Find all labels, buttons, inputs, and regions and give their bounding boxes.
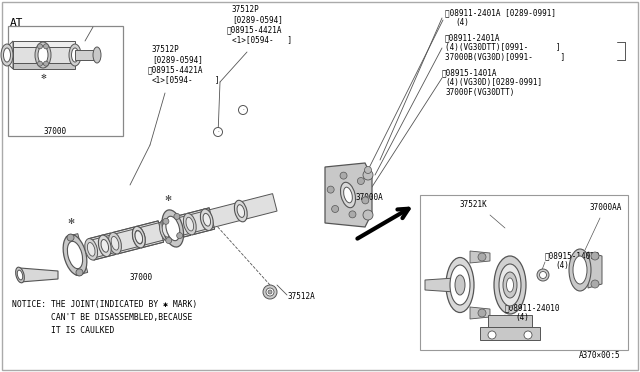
Ellipse shape <box>69 44 81 66</box>
Circle shape <box>478 253 486 261</box>
Ellipse shape <box>569 249 591 291</box>
Circle shape <box>214 128 223 137</box>
Ellipse shape <box>573 256 587 284</box>
Circle shape <box>540 272 547 279</box>
Polygon shape <box>325 163 372 227</box>
Circle shape <box>591 252 599 260</box>
Text: 37000: 37000 <box>44 127 67 136</box>
Text: (4): (4) <box>555 261 569 270</box>
Text: (4)(VG30DTT)[0991-      ]: (4)(VG30DTT)[0991- ] <box>445 43 561 52</box>
Circle shape <box>163 218 169 224</box>
Ellipse shape <box>455 275 465 295</box>
Polygon shape <box>66 234 80 244</box>
Text: ·: · <box>217 129 219 135</box>
Circle shape <box>268 290 272 294</box>
Ellipse shape <box>3 48 10 62</box>
Text: 37000A: 37000A <box>355 193 383 202</box>
Polygon shape <box>425 278 455 292</box>
Ellipse shape <box>234 200 247 222</box>
Ellipse shape <box>15 267 24 283</box>
Ellipse shape <box>101 240 109 252</box>
Ellipse shape <box>84 238 98 260</box>
Text: 37000: 37000 <box>130 273 153 282</box>
Polygon shape <box>112 227 140 254</box>
Ellipse shape <box>186 217 194 231</box>
Circle shape <box>524 331 532 339</box>
Ellipse shape <box>17 270 23 280</box>
Circle shape <box>363 210 373 220</box>
Ellipse shape <box>38 46 48 64</box>
Text: 37512P: 37512P <box>232 5 260 14</box>
Ellipse shape <box>135 231 143 244</box>
Ellipse shape <box>132 227 145 248</box>
Ellipse shape <box>63 234 87 276</box>
Text: 37000F(VG30DTT): 37000F(VG30DTT) <box>445 88 515 97</box>
Circle shape <box>44 44 49 49</box>
Circle shape <box>365 167 371 173</box>
Text: 37521K: 37521K <box>460 200 488 209</box>
Circle shape <box>174 214 180 219</box>
Circle shape <box>44 61 49 66</box>
Circle shape <box>332 205 339 212</box>
Text: NOTICE: THE JOINT(INDICATED BY ✱ MARK)
        CAN'T BE DISASSEMBLED,BECAUSE
   : NOTICE: THE JOINT(INDICATED BY ✱ MARK) C… <box>12 300 197 336</box>
Polygon shape <box>74 264 88 275</box>
Polygon shape <box>470 307 490 319</box>
Ellipse shape <box>506 278 513 292</box>
Text: ⓝ08911-24010: ⓝ08911-24010 <box>505 303 561 312</box>
Ellipse shape <box>162 223 170 237</box>
Ellipse shape <box>169 222 177 235</box>
Ellipse shape <box>132 227 145 248</box>
Circle shape <box>327 186 334 193</box>
Ellipse shape <box>200 209 213 231</box>
Text: <1>[0594-   ]: <1>[0594- ] <box>232 35 292 44</box>
Circle shape <box>537 269 549 281</box>
Polygon shape <box>480 327 540 340</box>
Circle shape <box>349 211 356 218</box>
Circle shape <box>67 234 74 241</box>
Ellipse shape <box>99 235 111 257</box>
Ellipse shape <box>494 256 526 314</box>
Polygon shape <box>136 221 164 248</box>
Circle shape <box>38 61 42 66</box>
Ellipse shape <box>72 48 79 62</box>
Ellipse shape <box>135 230 143 244</box>
Text: ⓝ08911-2401A: ⓝ08911-2401A <box>445 33 500 42</box>
Ellipse shape <box>35 42 51 68</box>
Polygon shape <box>13 47 75 63</box>
Text: ]: ] <box>215 75 220 84</box>
Ellipse shape <box>111 237 119 250</box>
Ellipse shape <box>1 44 13 66</box>
Circle shape <box>76 269 83 276</box>
Text: ⓝ08911-2401A [0289-0991]: ⓝ08911-2401A [0289-0991] <box>445 8 556 17</box>
Ellipse shape <box>67 241 83 269</box>
Ellipse shape <box>503 272 517 298</box>
Text: ⓜ08915-1401A: ⓜ08915-1401A <box>442 68 497 77</box>
Polygon shape <box>13 41 75 47</box>
Polygon shape <box>488 315 532 327</box>
Text: A370×00:5: A370×00:5 <box>579 351 620 360</box>
Text: ⓬08915-4421A: ⓬08915-4421A <box>227 25 282 34</box>
Circle shape <box>263 285 277 299</box>
Polygon shape <box>89 194 277 258</box>
Ellipse shape <box>237 205 244 217</box>
Text: <1>[0594-: <1>[0594- <box>152 75 194 84</box>
Text: 37512P: 37512P <box>152 45 180 54</box>
Text: (4): (4) <box>515 313 529 322</box>
Circle shape <box>478 309 486 317</box>
Text: (4): (4) <box>455 18 469 27</box>
Polygon shape <box>7 41 13 69</box>
Text: ⓜ08915-14010: ⓜ08915-14010 <box>545 251 600 260</box>
Circle shape <box>266 288 274 296</box>
Ellipse shape <box>203 214 211 226</box>
Circle shape <box>363 170 373 180</box>
Text: 37000AA: 37000AA <box>590 203 622 212</box>
Ellipse shape <box>159 219 172 241</box>
FancyBboxPatch shape <box>420 195 628 350</box>
Ellipse shape <box>450 265 470 305</box>
Polygon shape <box>20 268 58 282</box>
Ellipse shape <box>446 257 474 312</box>
Polygon shape <box>13 63 75 69</box>
Circle shape <box>488 331 496 339</box>
Text: ✻: ✻ <box>67 217 74 225</box>
